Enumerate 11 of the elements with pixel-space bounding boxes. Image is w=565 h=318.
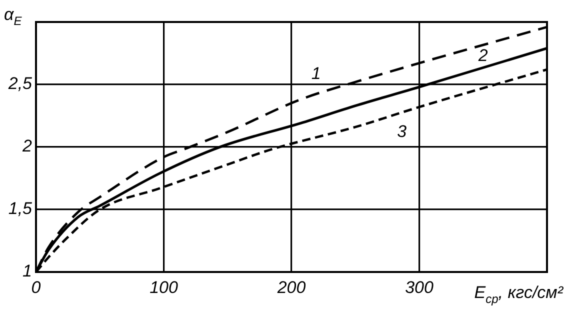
y-tick-label: 1: [22, 262, 32, 281]
series-label: 1: [311, 64, 321, 83]
x-tick-label: 0: [31, 278, 42, 297]
y-tick-label: 2,5: [7, 74, 33, 94]
x-tick-label: 300: [405, 278, 434, 297]
series-label: 2: [477, 46, 488, 65]
y-tick-label: 1,5: [8, 199, 33, 218]
x-tick-label: 200: [276, 278, 306, 297]
y-tick-label: 2: [22, 136, 33, 156]
x-tick-label: 100: [150, 278, 178, 297]
series-label: 3: [397, 122, 408, 142]
